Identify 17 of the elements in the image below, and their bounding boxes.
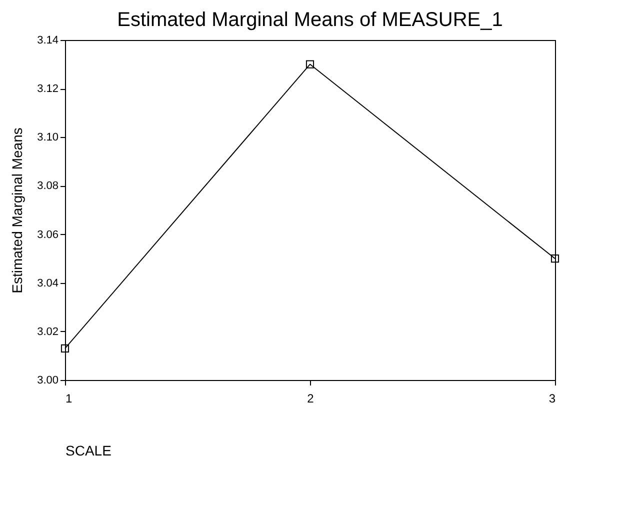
y-tick-label: 3.06 xyxy=(37,228,58,241)
y-tick-label: 3.00 xyxy=(37,374,58,386)
y-axis-title: Estimated Marginal Means xyxy=(9,128,26,294)
y-tick-label: 3.08 xyxy=(37,180,58,192)
y-tick-label: 3.14 xyxy=(37,34,58,46)
y-tick-label: 3.02 xyxy=(37,326,58,338)
x-axis-title: SCALE xyxy=(66,442,112,458)
x-tick-label: 3 xyxy=(548,392,556,406)
point xyxy=(306,60,314,68)
x-tick-label: 1 xyxy=(66,392,72,406)
chart-title: Estimated Marginal Means of MEASURE_1 xyxy=(117,9,503,31)
x-tick-label: 2 xyxy=(307,392,314,406)
y-tick-label: 3.04 xyxy=(37,277,58,290)
point xyxy=(550,254,560,263)
y-tick-label: 3.10 xyxy=(37,132,58,144)
point xyxy=(60,344,70,352)
y-tick-label: 3.12 xyxy=(37,83,58,96)
